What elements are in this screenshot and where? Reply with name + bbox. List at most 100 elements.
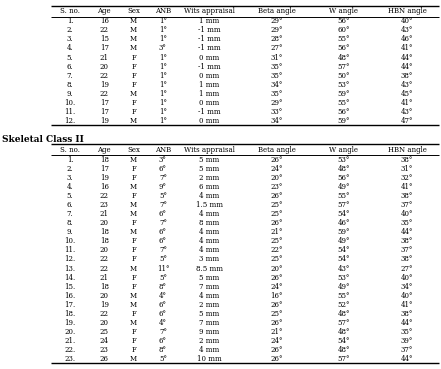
Text: 43°: 43°: [401, 81, 413, 89]
Text: 57°: 57°: [338, 355, 350, 363]
Text: 15.: 15.: [64, 283, 76, 291]
Text: M: M: [130, 210, 137, 218]
Text: 38°: 38°: [401, 156, 413, 164]
Text: 24: 24: [100, 337, 108, 345]
Text: 35°: 35°: [401, 219, 413, 227]
Text: M: M: [130, 156, 137, 164]
Text: M: M: [130, 35, 137, 44]
Text: Beta angle: Beta angle: [258, 146, 295, 154]
Text: Skeletal Class II: Skeletal Class II: [2, 135, 84, 144]
Text: 8 mm: 8 mm: [199, 219, 219, 227]
Text: 26: 26: [100, 355, 108, 363]
Text: 48°: 48°: [338, 328, 350, 336]
Text: F: F: [131, 337, 136, 345]
Text: 23.: 23.: [64, 355, 76, 363]
Text: 31°: 31°: [401, 165, 413, 173]
Text: 3 mm: 3 mm: [199, 255, 219, 263]
Text: F: F: [131, 174, 136, 182]
Text: 0 mm: 0 mm: [199, 54, 219, 62]
Text: 48°: 48°: [338, 346, 350, 354]
Text: 52°: 52°: [338, 301, 350, 309]
Text: M: M: [130, 319, 137, 327]
Text: 7°: 7°: [159, 328, 167, 336]
Text: 24°: 24°: [270, 337, 283, 345]
Text: Age: Age: [97, 146, 111, 154]
Text: 18: 18: [100, 156, 108, 164]
Text: 48°: 48°: [338, 310, 350, 318]
Text: 22: 22: [100, 72, 108, 80]
Text: 19: 19: [100, 301, 108, 309]
Text: 21: 21: [100, 273, 108, 282]
Text: 44°: 44°: [401, 54, 413, 62]
Text: 6°: 6°: [159, 310, 167, 318]
Text: 9 mm: 9 mm: [199, 328, 219, 336]
Text: 25°: 25°: [270, 310, 283, 318]
Text: 16°: 16°: [270, 292, 283, 300]
Text: 22: 22: [100, 265, 108, 273]
Text: 8°: 8°: [159, 283, 167, 291]
Text: 8.: 8.: [67, 219, 74, 227]
Text: -1 mm: -1 mm: [198, 45, 220, 52]
Text: 43°: 43°: [401, 27, 413, 34]
Text: 49°: 49°: [338, 237, 350, 245]
Text: F: F: [131, 192, 136, 200]
Text: 43°: 43°: [338, 265, 350, 273]
Text: M: M: [130, 292, 137, 300]
Text: 57°: 57°: [338, 63, 350, 70]
Text: 3.: 3.: [67, 174, 73, 182]
Text: 22.: 22.: [64, 346, 76, 354]
Text: M: M: [130, 265, 137, 273]
Text: 7 mm: 7 mm: [199, 319, 219, 327]
Text: ANB: ANB: [155, 146, 171, 154]
Text: 59°: 59°: [338, 117, 350, 125]
Text: 38°: 38°: [401, 72, 413, 80]
Text: 1°: 1°: [159, 108, 167, 116]
Text: 8°: 8°: [159, 346, 167, 354]
Text: 20: 20: [100, 246, 108, 255]
Text: 46°: 46°: [338, 219, 350, 227]
Text: 4 mm: 4 mm: [199, 192, 219, 200]
Text: 1.: 1.: [67, 17, 74, 25]
Text: 18: 18: [100, 228, 108, 237]
Text: 5.: 5.: [67, 192, 74, 200]
Text: 57°: 57°: [338, 201, 350, 209]
Text: -1 mm: -1 mm: [198, 27, 220, 34]
Text: 20°: 20°: [270, 174, 283, 182]
Text: -1 mm: -1 mm: [198, 108, 220, 116]
Text: 60°: 60°: [338, 27, 350, 34]
Text: 38°: 38°: [401, 255, 413, 263]
Text: 4 mm: 4 mm: [199, 346, 219, 354]
Text: 26°: 26°: [270, 192, 283, 200]
Text: 49°: 49°: [338, 183, 350, 191]
Text: 6.: 6.: [67, 201, 74, 209]
Text: 1°: 1°: [159, 54, 167, 62]
Text: 31°: 31°: [270, 54, 283, 62]
Text: 55°: 55°: [338, 292, 350, 300]
Text: 29°: 29°: [270, 17, 283, 25]
Text: 1°: 1°: [159, 99, 167, 107]
Text: 12.: 12.: [64, 255, 76, 263]
Text: 15: 15: [100, 35, 108, 44]
Text: F: F: [131, 108, 136, 116]
Text: 4 mm: 4 mm: [199, 237, 219, 245]
Text: 32°: 32°: [401, 174, 413, 182]
Text: 2 mm: 2 mm: [199, 174, 219, 182]
Text: 22: 22: [100, 255, 108, 263]
Text: 5 mm: 5 mm: [199, 273, 219, 282]
Text: 41°: 41°: [401, 45, 413, 52]
Text: 16: 16: [100, 183, 108, 191]
Text: 22: 22: [100, 27, 108, 34]
Text: HBN angle: HBN angle: [388, 7, 426, 15]
Text: 54°: 54°: [338, 255, 350, 263]
Text: 35°: 35°: [270, 90, 283, 98]
Text: 11.: 11.: [64, 108, 76, 116]
Text: 26°: 26°: [270, 346, 283, 354]
Text: 21°: 21°: [270, 228, 283, 237]
Text: 22: 22: [100, 90, 108, 98]
Text: 54°: 54°: [338, 210, 350, 218]
Text: M: M: [130, 201, 137, 209]
Text: M: M: [130, 17, 137, 25]
Text: 54°: 54°: [338, 337, 350, 345]
Text: 29°: 29°: [270, 99, 283, 107]
Text: 34°: 34°: [270, 81, 283, 89]
